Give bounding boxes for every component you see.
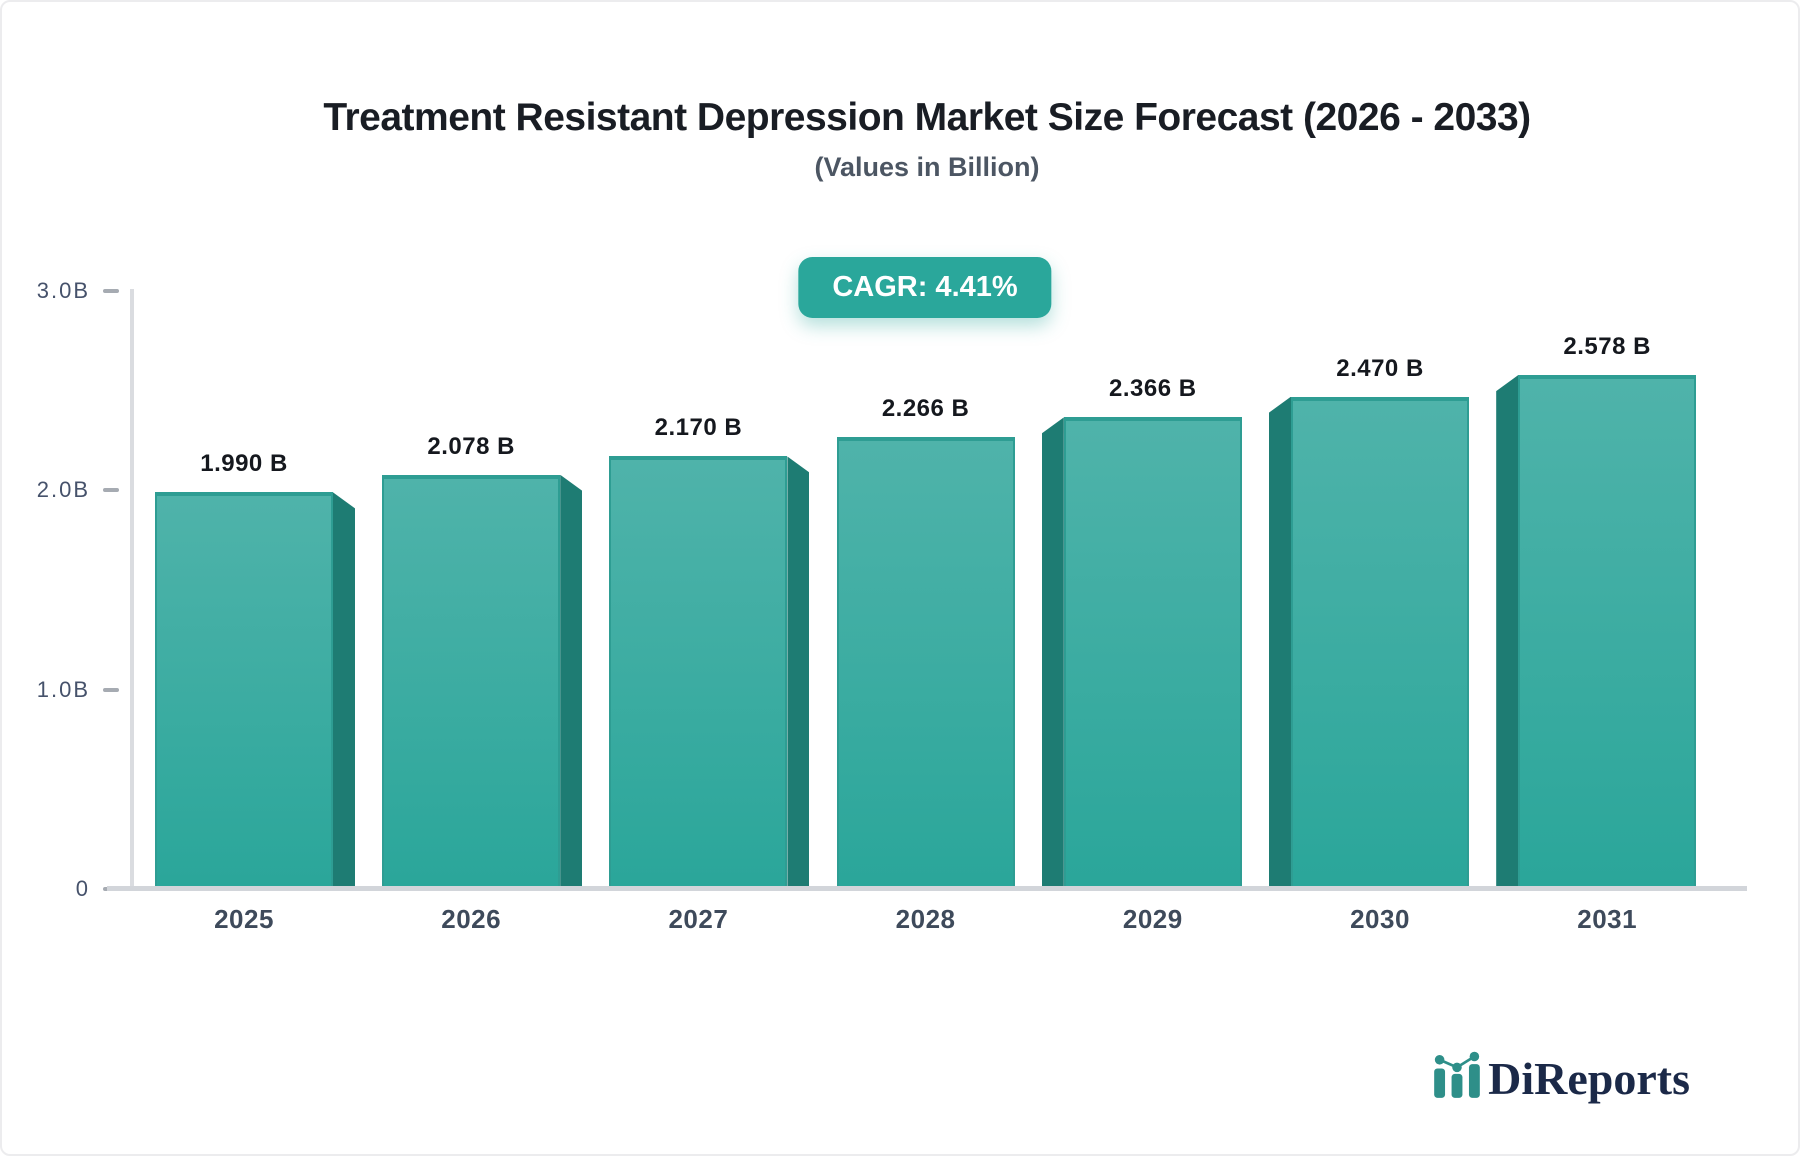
chart-title: Treatment Resistant Depression Market Si…	[323, 96, 1531, 139]
x-axis-label: 2031	[1577, 904, 1638, 934]
bar-face	[1291, 396, 1469, 889]
bar-face	[1518, 375, 1697, 889]
x-axis-label: 2026	[441, 904, 502, 934]
logo: DiReports	[1432, 1050, 1690, 1102]
bar-line-chart-icon	[1434, 1051, 1480, 1098]
bar-value-label: 2.078 B	[427, 432, 515, 460]
bar-side	[1269, 396, 1291, 889]
bar-side	[333, 492, 355, 889]
bar-value-label: 2.366 B	[1109, 375, 1197, 403]
bar-value-label: 2.578 B	[1563, 333, 1651, 361]
y-tick-dash	[103, 488, 119, 493]
bar-face	[836, 437, 1015, 889]
cagr-badge: CAGR: 4.41%	[798, 257, 1052, 318]
chart-subtitle: (Values in Billion)	[814, 152, 1040, 182]
y-tick-label: 2.0B	[36, 477, 90, 503]
x-baseline	[107, 886, 1747, 891]
bar-face	[382, 474, 561, 889]
y-tick-label: 1.0B	[36, 676, 90, 702]
x-axis-label: 2027	[668, 904, 729, 934]
bar-face	[1063, 417, 1242, 889]
x-axis-label: 2028	[895, 904, 956, 934]
y-axis-line	[130, 289, 134, 890]
bar-face	[609, 456, 788, 889]
bar-value-label: 2.170 B	[654, 414, 743, 442]
logo-text: DiReports	[1488, 1053, 1690, 1104]
y-tick-dash	[103, 289, 119, 293]
x-axis-label: 2025	[214, 904, 274, 934]
bar-value-label: 2.266 B	[881, 395, 970, 423]
bar-side	[1041, 417, 1064, 889]
x-axis-label: 2029	[1122, 904, 1183, 934]
y-tick-label: 0	[75, 876, 90, 901]
bar-side	[1496, 375, 1519, 889]
x-axis-label: 2030	[1350, 904, 1410, 934]
y-tick-dash	[103, 687, 119, 692]
bar-value-label: 1.990 B	[200, 450, 288, 478]
bar-face	[155, 492, 333, 889]
y-tick-label: 3.0B	[36, 278, 90, 303]
bar-side	[560, 474, 583, 889]
bar-side	[787, 456, 810, 889]
bar-value-label: 2.470 B	[1336, 354, 1424, 382]
